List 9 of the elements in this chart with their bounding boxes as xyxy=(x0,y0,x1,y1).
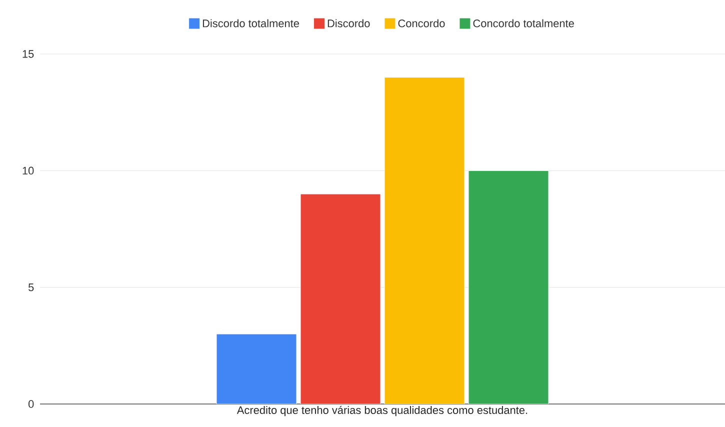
legend-label: Concordo totalmente xyxy=(473,19,574,28)
legend-label: Discordo totalmente xyxy=(202,19,300,28)
legend-label: Concordo xyxy=(398,19,445,28)
y-tick-label: 0 xyxy=(28,400,34,408)
y-tick-label: 15 xyxy=(22,50,34,58)
legend-label: Discordo xyxy=(328,19,370,28)
x-tick-label: Acredito que tenho várias boas qualidades como estudante. xyxy=(236,406,528,416)
y-tick-label: 10 xyxy=(22,166,34,175)
y-tick-label: 5 xyxy=(28,284,34,292)
